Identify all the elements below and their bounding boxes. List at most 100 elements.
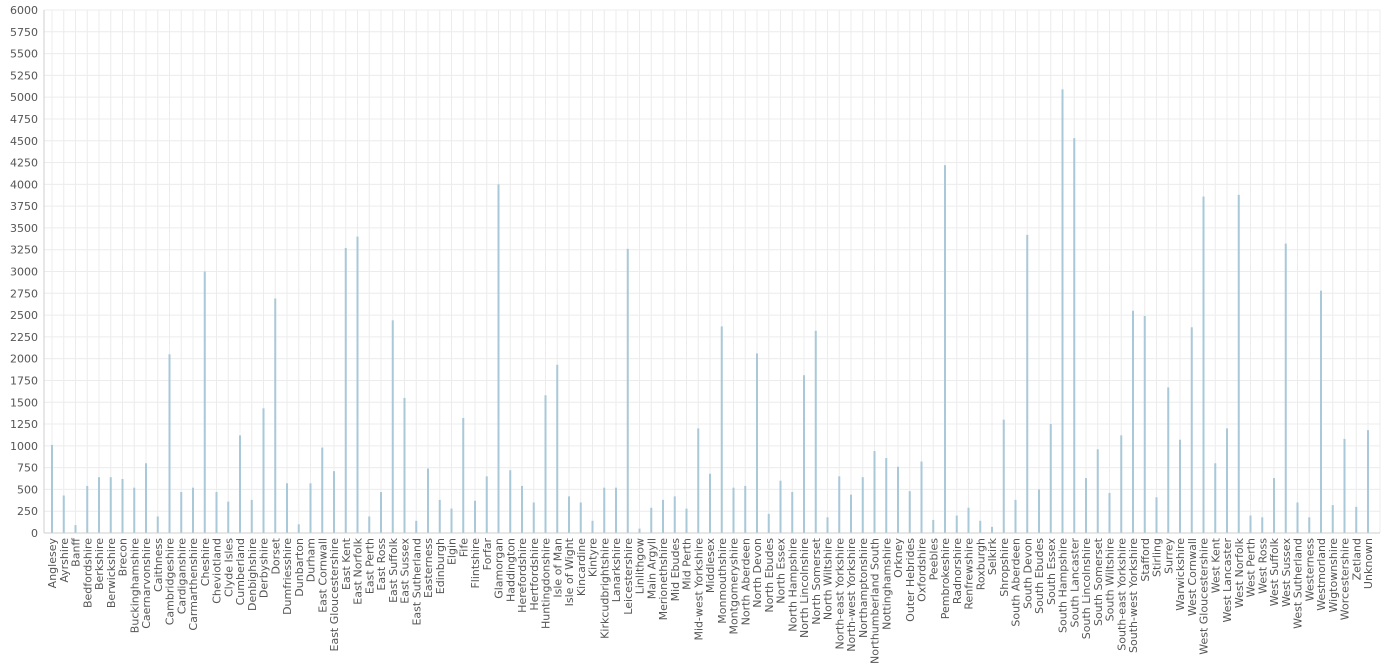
bar — [145, 463, 147, 533]
x-tick-label: North Somerset — [810, 537, 823, 624]
bar — [262, 408, 265, 533]
bar — [239, 435, 241, 533]
x-tick-label: Westerness — [1303, 538, 1316, 602]
x-tick-label: West Ross — [1256, 538, 1269, 594]
bar — [579, 502, 582, 533]
bar — [344, 247, 347, 533]
bar — [62, 495, 65, 533]
x-tick-label: South Hampshire — [1057, 538, 1070, 633]
x-tick-label: Forfar — [481, 538, 494, 571]
bar — [109, 477, 112, 533]
bar — [438, 499, 441, 533]
x-tick-label: East Cornwall — [316, 538, 329, 613]
bars — [51, 89, 1369, 534]
y-tick-label: 6000 — [10, 4, 38, 17]
bar — [873, 451, 876, 533]
bar — [1085, 478, 1087, 533]
x-tick-label: South Lancaster — [1068, 538, 1081, 628]
bar — [203, 271, 206, 533]
x-tick-label: Warwickshire — [1174, 538, 1187, 611]
bar — [532, 502, 535, 533]
x-tick-label: North Aberdeen — [739, 538, 752, 625]
bar — [1284, 243, 1287, 533]
x-tick-label: Fife — [457, 538, 470, 557]
x-tick-label: Kincardine — [575, 538, 588, 596]
x-tick-label: South Somerset — [1092, 537, 1105, 626]
x-tick-label: Isle of Wight — [563, 537, 576, 606]
x-tick-label: Dorset — [269, 537, 282, 574]
y-tick-label: 4000 — [10, 178, 38, 191]
bar — [1331, 505, 1334, 533]
x-tick-label: Edinburgh — [434, 538, 447, 594]
bar — [720, 326, 723, 533]
x-tick-label: Glamorgan — [493, 538, 506, 599]
bar — [403, 397, 406, 533]
bar — [133, 487, 136, 533]
bar — [1343, 438, 1346, 533]
y-tick-label: 2000 — [10, 353, 38, 366]
x-tick-label: South-west Yorkshire — [1127, 538, 1140, 653]
bar — [944, 165, 946, 533]
bar — [1320, 290, 1322, 533]
x-tick-label: Oxfordshire — [916, 538, 929, 602]
x-tick-label: Westmorland — [1315, 538, 1328, 611]
x-tick-label: North Devon — [751, 538, 764, 608]
bar — [1073, 138, 1076, 533]
x-tick-label: Easterness — [422, 538, 435, 598]
bar — [626, 248, 629, 533]
bar — [732, 487, 735, 533]
bar — [1273, 478, 1275, 533]
bar — [215, 492, 218, 533]
x-tick-label: Caernarvonshire — [140, 538, 153, 629]
bar — [1132, 310, 1134, 533]
bar — [86, 485, 89, 533]
bar — [156, 516, 159, 533]
x-tick-label: Elgin — [446, 538, 459, 565]
bar — [615, 487, 617, 533]
x-tick-label: East Kent — [340, 537, 353, 590]
y-tick-label: 2750 — [10, 287, 38, 300]
x-tick-label: Banff — [70, 538, 83, 567]
bar — [462, 417, 465, 533]
bar — [485, 476, 488, 533]
bar — [638, 528, 641, 533]
bar — [1249, 515, 1252, 533]
bar — [1237, 194, 1240, 533]
bar — [309, 483, 312, 533]
x-tick-label: Kintyre — [587, 538, 600, 577]
x-tick-label: Derbyshire — [258, 538, 271, 598]
x-tick-label: Cumberland — [234, 538, 247, 605]
bar — [650, 507, 653, 533]
bar — [991, 526, 993, 533]
bar — [697, 428, 700, 533]
x-tick-label: East Suffolk — [387, 537, 400, 603]
x-tick-label: West Kent — [1209, 537, 1222, 593]
x-tick-label: North-west Yorkshire — [845, 538, 858, 652]
x-tick-label: Middlesex — [704, 538, 717, 594]
bar — [568, 496, 570, 533]
x-tick-label: Huntingdonshire — [540, 538, 553, 629]
x-tick-label: Caithness — [152, 538, 165, 592]
x-tick-label: Kirkcudbrightshire — [598, 538, 611, 639]
bar — [380, 492, 382, 533]
x-tick-label: South Lincolnshire — [1080, 538, 1093, 639]
x-tick-label: Mid Perth — [681, 538, 694, 590]
x-tick-label: West Perth — [1245, 538, 1258, 597]
y-tick-label: 1500 — [10, 396, 38, 409]
x-tick-label: Stirling — [1151, 538, 1164, 577]
x-tick-label: South Wiltshire — [1104, 538, 1117, 622]
bar — [1120, 435, 1123, 533]
x-tick-label: Zetland — [1350, 538, 1363, 580]
x-tick-label: Denbighshire — [246, 538, 259, 611]
bar — [685, 508, 688, 533]
x-tick-label: West Sutherland — [1292, 538, 1305, 629]
bar — [1038, 489, 1040, 533]
bar — [803, 375, 805, 533]
x-tick-label: Renfrewshire — [963, 538, 976, 610]
x-tick-label: North Wiltshire — [822, 538, 835, 620]
x-tick-label: Anglesey — [46, 538, 59, 589]
bar — [1143, 315, 1146, 533]
x-tick-label: Mid Ebudes — [669, 538, 682, 602]
y-axis-tick-labels: 0 250 500 750 1000 1250 1500 1750 2000 2250 2500 27… — [10, 4, 38, 540]
x-tick-label: Roxburgh — [974, 538, 987, 590]
